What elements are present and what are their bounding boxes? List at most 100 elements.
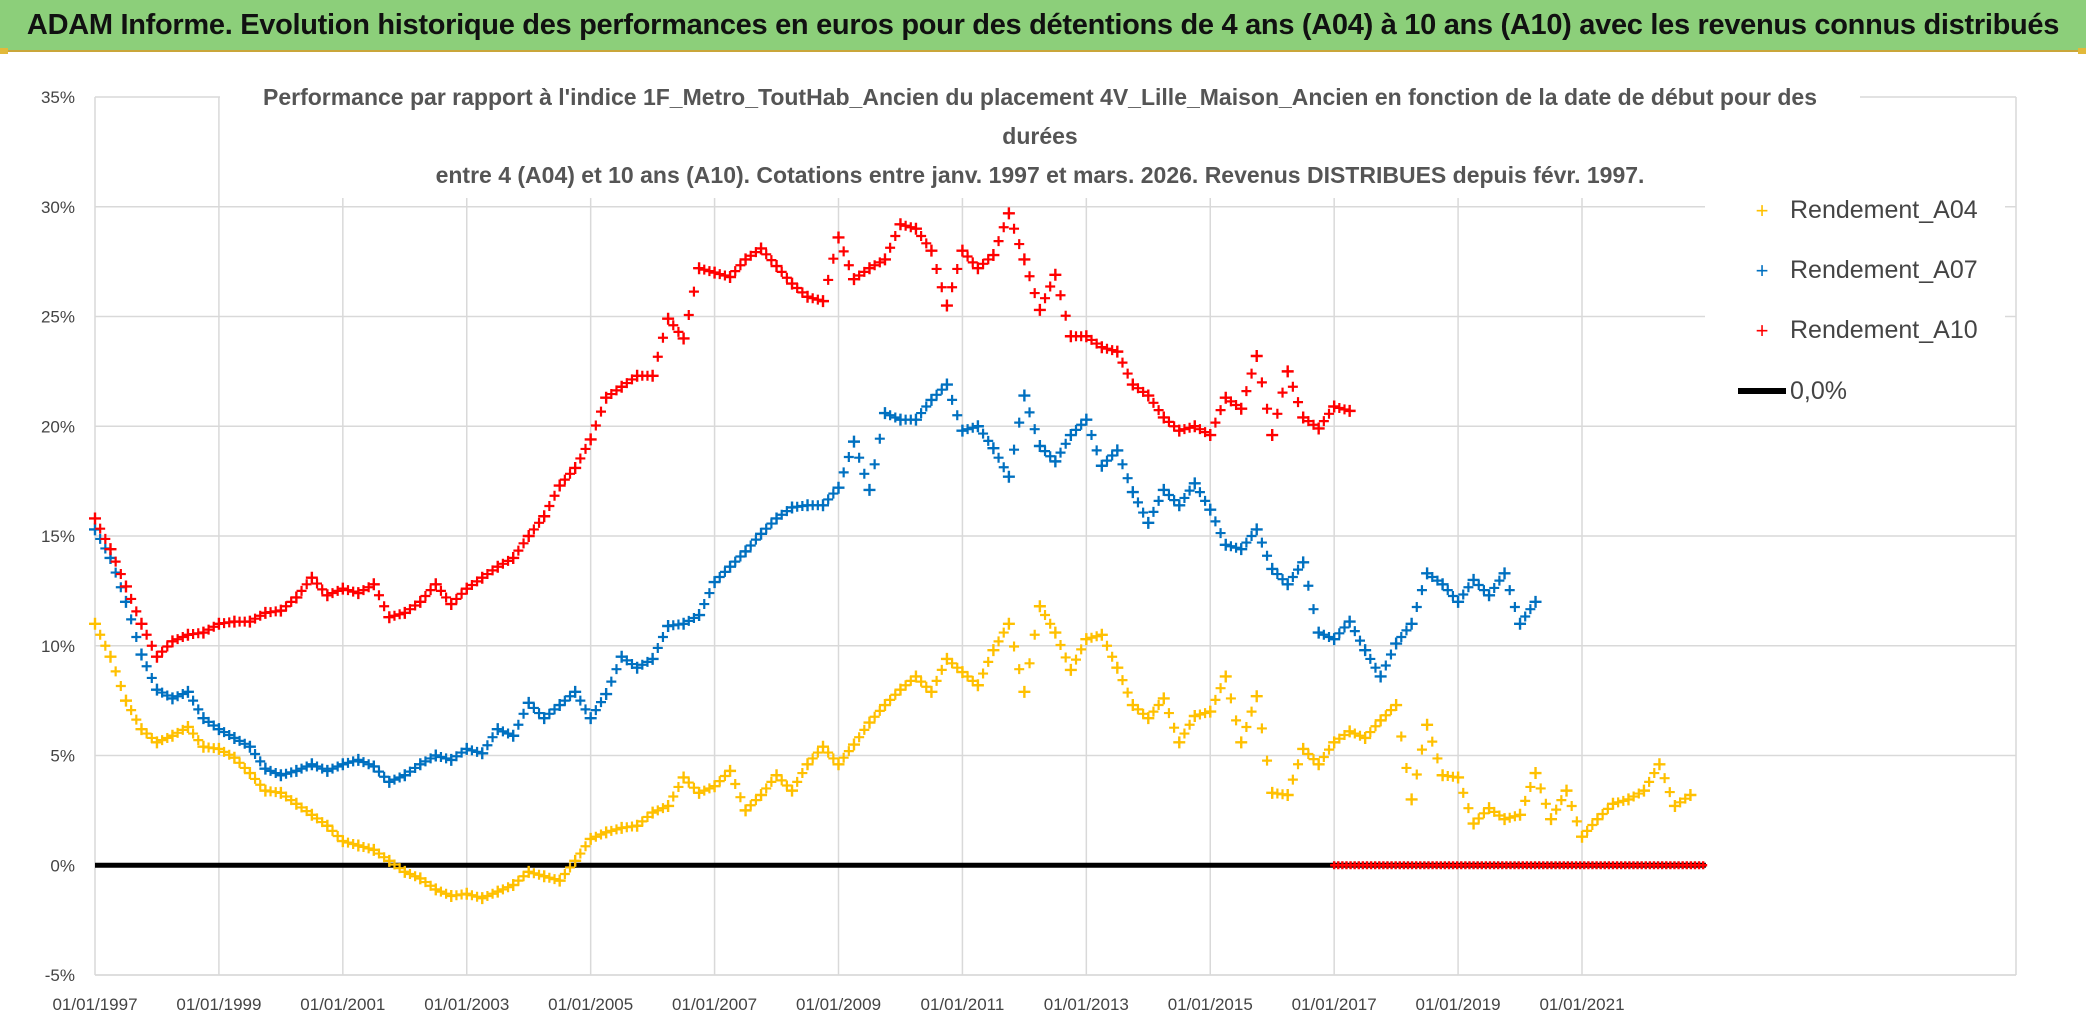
- data-point-a04: [1560, 784, 1573, 797]
- data-point-a04: [1080, 633, 1093, 646]
- data-point-a04: [1210, 694, 1221, 705]
- data-point-a04: [507, 879, 520, 892]
- data-point-a10: [1225, 396, 1236, 407]
- data-point-a04: [1343, 725, 1356, 738]
- data-point-a07: [1064, 429, 1077, 442]
- x-tick-label: 01/01/1999: [176, 995, 261, 1014]
- data-point-a07: [522, 696, 535, 709]
- data-point-a04: [1281, 789, 1294, 802]
- data-point-a04: [1091, 631, 1102, 642]
- data-point-a07: [373, 766, 384, 777]
- legend-marker-a07: +: [1756, 258, 1769, 283]
- data-point-a10: [704, 266, 715, 277]
- data-point-a07: [1111, 444, 1124, 457]
- data-point-a07: [301, 761, 312, 772]
- data-point-a04: [843, 746, 854, 757]
- data-point-a10: [1339, 404, 1350, 415]
- data-point-a04: [1483, 802, 1496, 815]
- data-point-a07: [699, 599, 710, 610]
- data-point-a04: [998, 627, 1009, 638]
- data-point-a07: [1359, 644, 1372, 657]
- data-point-a04: [652, 805, 663, 816]
- data-point-a07: [1504, 585, 1515, 596]
- data-point-a04: [1235, 736, 1248, 749]
- data-point-a10: [885, 242, 896, 253]
- series-group: [89, 207, 1708, 905]
- data-point-a07: [482, 740, 493, 751]
- data-point-a10: [1002, 207, 1015, 220]
- data-point-a10: [389, 610, 400, 621]
- data-point-a04: [135, 723, 148, 736]
- data-point-a07: [327, 763, 338, 774]
- data-point-a07: [766, 518, 777, 529]
- data-point-a04: [1184, 719, 1195, 730]
- data-point-a07: [166, 692, 179, 705]
- data-point-a04: [342, 837, 353, 848]
- data-point-a07: [1520, 611, 1531, 622]
- data-point-a07: [971, 420, 984, 433]
- data-point-a10: [677, 332, 690, 345]
- data-point-a07: [1225, 541, 1236, 552]
- data-point-a04: [1324, 744, 1334, 755]
- x-tick-label: 01/01/2003: [424, 995, 509, 1014]
- data-point-a10: [1250, 350, 1263, 363]
- data-point-a07: [1374, 670, 1387, 683]
- data-point-a07: [141, 661, 152, 672]
- data-point-a07: [1509, 601, 1520, 612]
- data-point-a07: [414, 758, 427, 771]
- x-tick-label: 01/01/1997: [52, 995, 137, 1014]
- data-point-a04: [1556, 795, 1567, 806]
- data-point-a07: [203, 716, 214, 727]
- data-point-a10: [905, 222, 916, 233]
- data-point-a07: [1272, 569, 1283, 580]
- data-point-a10: [693, 262, 706, 275]
- data-point-a10: [162, 641, 173, 652]
- data-point-a10: [317, 584, 328, 595]
- data-point-a07: [714, 571, 725, 582]
- data-point-a07: [1442, 585, 1453, 596]
- data-point-a07: [131, 631, 142, 642]
- x-tick-label: 01/01/2011: [921, 995, 1005, 1014]
- data-point-a10: [1173, 424, 1186, 437]
- data-point-a10: [714, 269, 725, 280]
- data-point-a07: [358, 757, 369, 768]
- data-point-a10: [553, 479, 566, 492]
- data-point-a04: [1200, 708, 1211, 719]
- data-point-a04: [460, 887, 473, 900]
- data-point-a04: [332, 830, 343, 841]
- data-point-a04: [1040, 610, 1051, 621]
- data-point-a07: [657, 631, 668, 642]
- data-point-a10: [987, 249, 1000, 262]
- data-point-a10: [491, 560, 504, 573]
- data-point-a07: [1256, 537, 1267, 548]
- legend-label-a04: Rendement_A04: [1790, 196, 1978, 224]
- data-point-a04: [1411, 769, 1422, 780]
- data-point-a10: [425, 585, 436, 596]
- data-point-a04: [296, 802, 307, 813]
- y-tick-label: 30%: [41, 198, 75, 217]
- data-point-a04: [832, 758, 845, 771]
- data-point-a10: [451, 593, 462, 604]
- data-point-a04: [1126, 699, 1139, 712]
- data-point-a10: [646, 369, 659, 382]
- data-point-a04: [544, 872, 555, 883]
- data-point-a04: [925, 685, 938, 698]
- data-point-a10: [931, 263, 942, 274]
- data-point-a10: [673, 326, 684, 337]
- data-point-a04: [1668, 799, 1681, 812]
- data-point-a10: [394, 609, 405, 620]
- data-point-a07: [708, 576, 721, 589]
- data-point-a04: [590, 831, 601, 842]
- data-point-a07: [1002, 470, 1015, 483]
- data-point-a07: [1076, 419, 1087, 430]
- data-point-a07: [956, 424, 969, 437]
- data-point-a04: [1571, 816, 1582, 827]
- data-point-a07: [1153, 495, 1164, 506]
- data-point-a07: [1095, 459, 1108, 472]
- data-point-a04: [336, 835, 349, 848]
- data-point-a04: [1060, 652, 1071, 663]
- data-point-a07: [1040, 446, 1051, 457]
- data-point-a07: [823, 494, 834, 505]
- data-point-a10: [1132, 383, 1143, 394]
- data-point-a10: [1126, 378, 1139, 391]
